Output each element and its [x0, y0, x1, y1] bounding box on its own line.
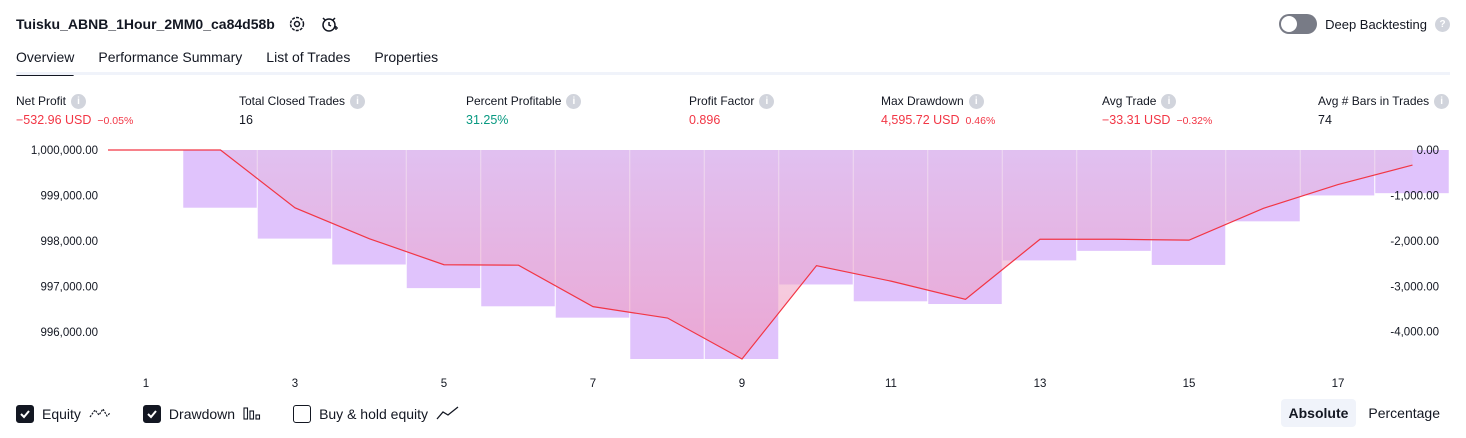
metric-title: Total Closed Trades	[239, 94, 346, 108]
metric-value: 4,595.72 USD	[881, 113, 960, 127]
metric-value: 74	[1318, 113, 1332, 127]
metric-value: 16	[239, 113, 253, 127]
metric-avg-trade: Avg Trade i −33.31 USD −0.32%	[1102, 93, 1212, 129]
trend-line-icon	[436, 405, 460, 423]
tab-properties[interactable]: Properties	[374, 49, 439, 65]
metric-title: Profit Factor	[689, 94, 755, 108]
metric-max-drawdown: Max Drawdown i 4,595.72 USD 0.46%	[881, 93, 995, 129]
metric-value: −532.96 USD	[16, 113, 92, 127]
metric-sub: −0.32%	[1176, 115, 1213, 127]
line-chart-icon	[89, 406, 111, 423]
x-axis-tick: 11	[885, 378, 897, 390]
metric-title: Max Drawdown	[881, 94, 964, 108]
buy-hold-label: Buy & hold equity	[319, 406, 429, 422]
metric-profit-factor: Profit Factor i 0.896	[689, 93, 775, 129]
metric-value: 0.896	[689, 113, 721, 127]
metric-value: −33.31 USD	[1102, 113, 1171, 127]
info-icon[interactable]: i	[71, 93, 87, 109]
right-axis-tick: 0.00	[1417, 145, 1439, 157]
legend-buy-hold[interactable]: Buy & hold equity	[293, 405, 460, 423]
toggle-knob	[1281, 16, 1298, 32]
tab-performance-summary[interactable]: Performance Summary	[98, 49, 243, 65]
info-icon[interactable]: i	[350, 93, 366, 109]
left-axis-tick: 998,000.00	[40, 236, 98, 248]
chart-legend: Equity Drawdown Buy & hold equity	[16, 402, 460, 426]
drawdown-checkbox[interactable]	[142, 405, 161, 423]
deep-backtesting-toggle[interactable]	[1279, 14, 1318, 34]
help-icon[interactable]: ?	[1435, 16, 1450, 32]
tab-bar: Overview Performance Summary List of Tra…	[16, 44, 439, 76]
info-icon[interactable]: i	[1161, 93, 1177, 109]
info-icon[interactable]: i	[968, 93, 984, 109]
deep-backtesting-label: Deep Backtesting	[1325, 16, 1427, 32]
tab-overview[interactable]: Overview	[16, 44, 75, 76]
bar-chart-icon	[243, 406, 261, 423]
buy-hold-checkbox[interactable]	[293, 405, 312, 423]
info-icon[interactable]: i	[566, 93, 582, 109]
deep-backtesting: Deep Backtesting ?	[1279, 12, 1450, 36]
equity-checkbox[interactable]	[16, 405, 34, 423]
left-axis-tick: 996,000.00	[40, 327, 98, 339]
strategy-name: Tuisku_ABNB_1Hour_2MM0_ca84d58b	[16, 16, 275, 32]
metric-sub: 0.46%	[965, 115, 996, 127]
right-axis-tick: -3,000.00	[1390, 281, 1439, 293]
right-axis-tick: -4,000.00	[1390, 327, 1439, 339]
metric-title: Percent Profitable	[466, 94, 562, 108]
right-axis-tick: -1,000.00	[1390, 190, 1439, 202]
metric-avg-bars: Avg # Bars in Trades i 74	[1318, 93, 1450, 129]
equity-chart-svg: 1,000,000.00 999,000.00 998,000.00 997,000.…	[31, 145, 1449, 390]
equity-chart[interactable]: 1,000,000.00 999,000.00 998,000.00 997,000.…	[0, 140, 1466, 400]
absolute-button[interactable]: Absolute	[1280, 399, 1357, 427]
metric-total-closed-trades: Total Closed Trades i 16	[239, 93, 366, 129]
tabs-divider	[16, 72, 1450, 75]
strategy-header: Tuisku_ABNB_1Hour_2MM0_ca84d58b	[16, 12, 339, 36]
metric-title: Net Profit	[16, 94, 67, 108]
equity-area	[108, 150, 1413, 359]
left-axis-tick: 997,000.00	[40, 282, 98, 294]
x-axis-tick: 5	[441, 378, 447, 390]
tab-list-of-trades[interactable]: List of Trades	[266, 49, 351, 65]
legend-drawdown[interactable]: Drawdown	[142, 405, 261, 423]
x-axis-tick: 9	[739, 378, 745, 390]
value-mode-switch: Absolute Percentage	[1280, 399, 1449, 427]
info-icon[interactable]: i	[759, 93, 775, 109]
right-axis-tick: -2,000.00	[1390, 236, 1439, 248]
metric-title: Avg Trade	[1102, 94, 1157, 108]
equity-line	[108, 149, 1413, 360]
x-axis-tick: 7	[590, 378, 596, 390]
info-icon[interactable]: i	[1434, 93, 1450, 109]
x-axis-tick: 15	[1183, 378, 1196, 390]
percentage-button[interactable]: Percentage	[1368, 405, 1440, 421]
metric-title: Avg # Bars in Trades	[1318, 94, 1430, 108]
x-axis-tick: 3	[292, 378, 298, 390]
x-axis-tick: 13	[1034, 378, 1047, 390]
add-alert-icon[interactable]	[319, 14, 339, 34]
metric-percent-profitable: Percent Profitable i 31.25%	[466, 93, 582, 129]
metric-sub: −0.05%	[97, 115, 134, 127]
legend-equity[interactable]: Equity	[16, 405, 111, 423]
left-axis-tick: 999,000.00	[40, 191, 98, 203]
settings-icon[interactable]	[287, 14, 307, 34]
equity-label: Equity	[42, 406, 81, 422]
x-axis-tick: 17	[1332, 378, 1345, 390]
x-axis-tick: 1	[143, 378, 149, 390]
metric-value: 31.25%	[466, 113, 509, 127]
drawdown-label: Drawdown	[168, 406, 236, 422]
metric-net-profit: Net Profit i −532.96 USD −0.05%	[16, 93, 133, 129]
left-axis-tick: 1,000,000.00	[31, 145, 98, 157]
